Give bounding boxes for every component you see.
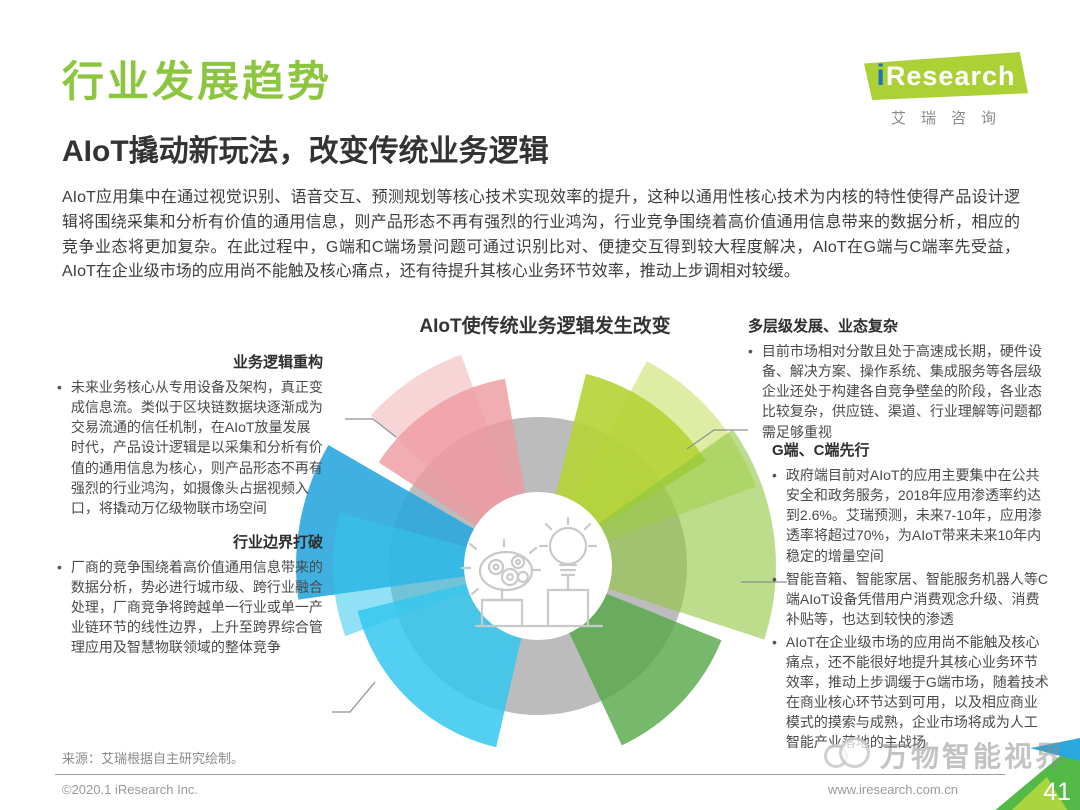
annotation-heading: 行业边界打破 <box>232 533 323 551</box>
list-item: 厂商的竞争围绕着高价值通用信息带来的数据分析，势必进行城市级、跨行业融合处理，厂… <box>57 557 323 657</box>
petal-pink <box>378 378 526 527</box>
center-hub <box>464 492 612 640</box>
annotation-heading: 业务逻辑重构 <box>232 354 323 371</box>
iresearch-logo: i Research 艾瑞咨询 <box>860 52 1032 128</box>
annotation-text: 目前市场相对分散且处于高速成长期，硬件设备、解决方案、操作系统、集成服务等各层级… <box>761 343 1042 440</box>
page-title: 行业发展趋势 <box>62 58 333 105</box>
website-link[interactable]: www.iresearch.com.cn <box>827 782 958 797</box>
petal-cyan-light <box>332 512 471 637</box>
list-item: 目前市场相对分散且处于高速成长期，硬件设备、解决方案、操作系统、集成服务等各层级… <box>748 341 1050 441</box>
section-subtitle: AIoT撬动新玩法，改变传统业务逻辑 <box>62 135 549 168</box>
page-corner-badge: 41 <box>988 738 1080 810</box>
logo-wordmark: Research <box>885 60 1016 91</box>
iresearch-logo-mark: i Research <box>864 52 1028 100</box>
petal-lime <box>555 373 706 528</box>
annotation-heading: G端、C端先行 <box>772 442 870 459</box>
annotation-text: 厂商的竞争围绕着高价值通用信息带来的数据分析，势必进行城市级、跨行业融合处理，厂… <box>70 558 323 656</box>
list-item: 智能音箱、智能家居、智能服务机器人等C端AIoT设备凭借用户消费观念升级、消费补… <box>772 569 1050 629</box>
petal-dark-green <box>568 593 722 746</box>
annotation-group: 行业边界打破 厂商的竞争围绕着高价值通用信息带来的数据分析，势必进行城市级、跨行… <box>57 532 323 658</box>
copyright-text: ©2020.1 iResearch Inc. <box>62 782 199 797</box>
intro-paragraph: AIoT应用集中在通过视觉识别、语音交互、预测规划等核心技术实现效率的提升，这种… <box>62 189 1020 281</box>
diagram-title: AIoT使传统业务逻辑发生改变 <box>419 316 671 337</box>
footer-divider <box>55 774 1005 775</box>
annotation-text: 政府端目前对AIoT的应用主要集中在公共安全和政务服务，2018年应用渗透率约达… <box>785 467 1042 564</box>
logo-chinese-name: 艾瑞咨询 <box>890 110 1011 127</box>
watermark: 万物智能视界 <box>824 734 1066 776</box>
aiot-pinwheel-diagram <box>296 354 776 748</box>
left-annotation-column: 业务逻辑重构 未来业务核心从专用设备及架构，真正变成信息流。类似于区块链数据块逐… <box>57 352 323 660</box>
list-item: 未来业务核心从专用设备及架构，真正变成信息流。类似于区块链数据块逐渐成为交易流通… <box>57 377 323 517</box>
annotation-heading: 多层级发展、业态复杂 <box>748 318 899 335</box>
page-number: 41 <box>1043 778 1071 806</box>
right-annotation-group-2: G端、C端先行 政府端目前对AIoT的应用主要集中在公共安全和政务服务，2018… <box>772 440 1050 755</box>
annotation-text: AIoT在企业级市场的应用尚不能触及核心痛点，还不能很好地提升其核心业务环节效率… <box>785 633 1049 750</box>
petal-cyan <box>357 583 522 748</box>
annotation-text: 未来业务核心从专用设备及架构，真正变成信息流。类似于区块链数据块逐渐成为交易流通… <box>70 379 323 516</box>
annotation-text: 智能音箱、智能家居、智能服务机器人等C端AIoT设备凭借用户消费观念升级、消费补… <box>785 570 1049 627</box>
watermark-bubbles-icon <box>824 734 880 776</box>
brain-gears-and-lightbulb-idea-icon <box>460 516 604 628</box>
annotation-group: 业务逻辑重构 未来业务核心从专用设备及架构，真正变成信息流。类似于区块链数据块逐… <box>57 352 323 518</box>
source-note: 来源：艾瑞根据自主研究绘制。 <box>62 751 245 766</box>
watermark-text: 万物智能视界 <box>880 741 1067 772</box>
list-item: 政府端目前对AIoT的应用主要集中在公共安全和政务服务，2018年应用渗透率约达… <box>772 465 1050 565</box>
logo-letter-i: i <box>876 59 885 92</box>
petal-green <box>597 429 776 640</box>
list-item: AIoT在企业级市场的应用尚不能触及核心痛点，还不能很好地提升其核心业务环节效率… <box>772 632 1050 752</box>
right-annotation-group-1: 多层级发展、业态复杂 目前市场相对分散且处于高速成长期，硬件设备、解决方案、操作… <box>748 316 1050 445</box>
